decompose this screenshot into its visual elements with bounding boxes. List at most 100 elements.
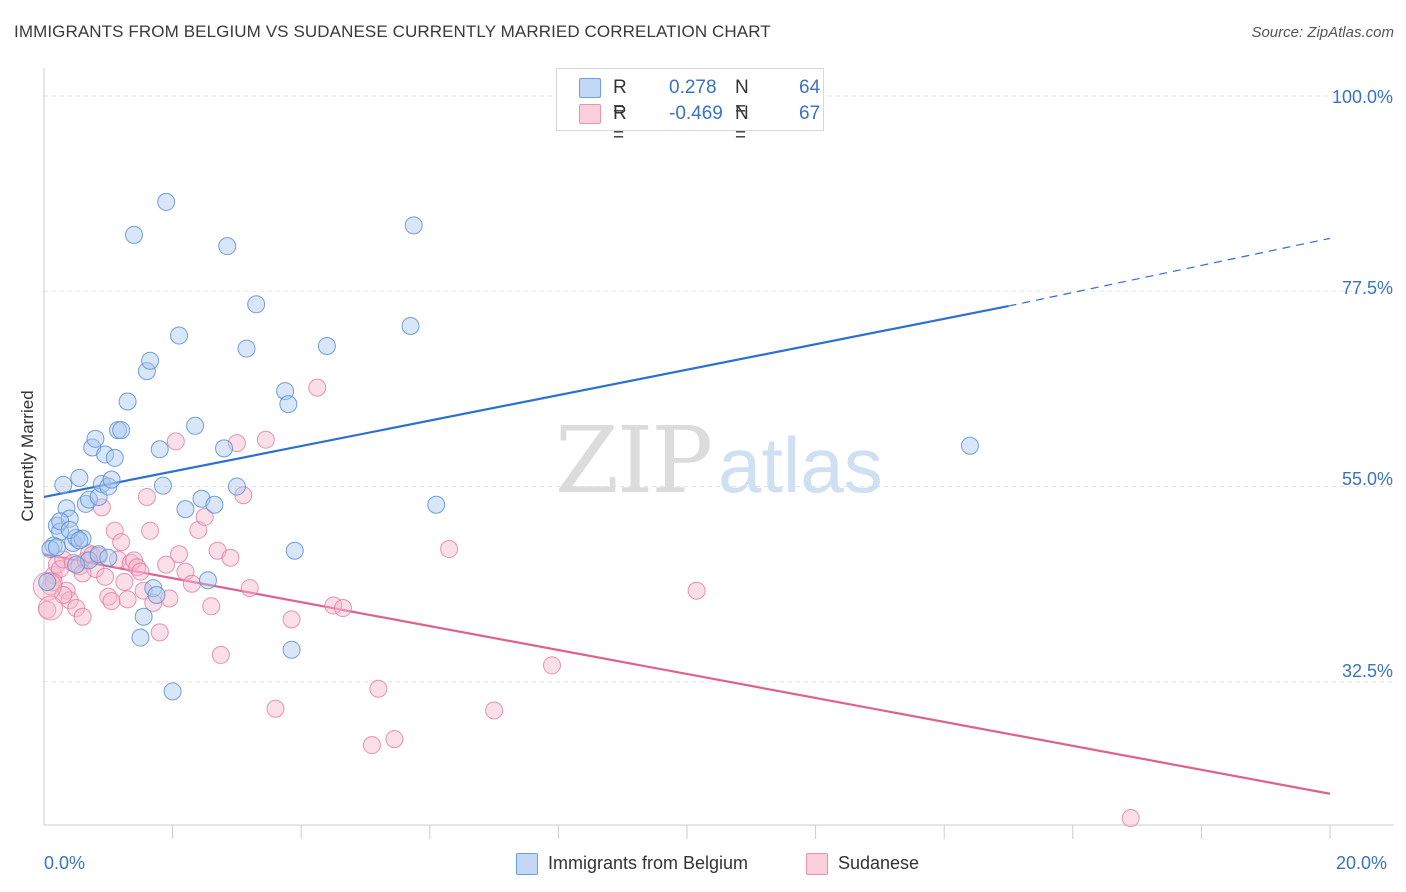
sudanese-point [256, 430, 275, 449]
bottom-legend-swatch-belgium [516, 853, 538, 875]
belgium-point [198, 571, 217, 590]
belgium-point [147, 586, 166, 605]
belgium-point [153, 476, 172, 495]
legend-r-value: 0.278 [669, 77, 717, 98]
sudanese-point [118, 590, 137, 609]
axes [43, 68, 1394, 839]
belgium-point [401, 317, 420, 336]
belgium-point [131, 628, 150, 647]
sudanese-point [369, 679, 388, 698]
belgium-point [86, 429, 105, 448]
belgium-point [137, 362, 156, 381]
x-tick-label: 20.0% [1336, 853, 1388, 873]
y-tick-label: 77.5% [1341, 278, 1393, 298]
belgium-point [125, 225, 144, 244]
source-label: Source: ZipAtlas.com [1251, 24, 1394, 41]
belgium-point [163, 682, 182, 701]
sudanese-point [485, 701, 504, 720]
legend-swatch-sudanese [579, 104, 601, 124]
legend-r-label: R = [613, 77, 627, 120]
belgium-point [170, 326, 189, 345]
belgium-point [38, 573, 57, 592]
y-tick-label: 55.0% [1341, 469, 1393, 489]
legend-n-value: 67 [799, 103, 821, 124]
sudanese-point [73, 607, 92, 626]
bottom-legend-swatch-sudanese [806, 853, 828, 875]
legend-n-label: N = [735, 103, 749, 146]
sudanese-cluster-point [37, 595, 63, 621]
x-tick-label: 0.0% [44, 853, 86, 873]
sudanese-point [211, 645, 230, 664]
sudanese-point [687, 581, 706, 600]
bottom-legend-sudanese: Sudanese [806, 852, 946, 876]
belgium-point [67, 555, 86, 574]
belgium-point [176, 500, 195, 519]
belgium-point [70, 531, 89, 550]
belgium-point [960, 436, 979, 455]
belgium-point [317, 336, 336, 355]
belgium-point [134, 607, 153, 626]
belgium-trend-extension [1008, 237, 1331, 307]
sudanese-point [282, 610, 301, 629]
sudanese-point [141, 521, 160, 540]
belgium-point [215, 439, 234, 458]
sudanese-point [131, 562, 150, 581]
belgium-point [102, 470, 121, 489]
sudanese-point [195, 507, 214, 526]
sudanese-point [96, 567, 115, 586]
legend: R = 0.278 N = 64 R = -0.469 N = 67 [556, 68, 824, 146]
sudanese-point [1121, 809, 1140, 828]
belgium-point [54, 475, 73, 494]
sudanese-points [32, 378, 1140, 828]
belgium-point [41, 540, 60, 559]
belgium-point [285, 541, 304, 560]
belgium-point [96, 445, 115, 464]
y-tick-label: 100.0% [1331, 87, 1393, 107]
belgium-point [70, 468, 89, 487]
bottom-legend-belgium: Immigrants from Belgium [516, 852, 786, 876]
belgium-point [237, 339, 256, 358]
belgium-point [282, 640, 301, 659]
sudanese-point [115, 573, 134, 592]
sudanese-point [182, 574, 201, 593]
legend-swatch-belgium [579, 78, 601, 98]
chart-title: IMMIGRANTS FROM BELGIUM VS SUDANESE CURR… [14, 22, 771, 41]
trend-lines [43, 237, 1331, 795]
belgium-point [247, 295, 266, 314]
bottom-legend-label: Sudanese [838, 853, 920, 873]
watermark-zip: ZIP [555, 407, 711, 514]
sudanese-trend-line [43, 553, 1331, 795]
belgium-points [38, 192, 979, 701]
sudanese-point [137, 487, 156, 506]
watermark: ZIP atlas [555, 407, 883, 514]
legend-r-value: -0.469 [669, 103, 723, 124]
sudanese-point [170, 545, 189, 564]
belgium-trend-line [43, 304, 1009, 499]
watermark-atlas: atlas [718, 421, 883, 509]
belgium-point [427, 495, 446, 514]
belgium-point [218, 237, 237, 256]
belgium-point [157, 192, 176, 211]
belgium-point [150, 440, 169, 459]
sudanese-point [266, 699, 285, 718]
sudanese-point [202, 597, 221, 616]
legend-n-value: 64 [799, 77, 821, 98]
legend-n-label: N = [735, 77, 749, 120]
belgium-point [227, 477, 246, 496]
belgium-point [118, 392, 137, 411]
legend-r-label: R = [613, 103, 627, 146]
belgium-point [47, 538, 66, 557]
belgium-point [73, 529, 92, 548]
sudanese-point [440, 540, 459, 559]
belgium-point [186, 416, 205, 435]
sudanese-point [189, 520, 208, 539]
belgium-point [205, 495, 224, 514]
sudanese-point [362, 736, 381, 755]
sudanese-point [542, 656, 561, 675]
sudanese-point [112, 533, 131, 552]
belgium-point [57, 499, 76, 518]
sudanese-cluster-point [32, 571, 62, 601]
belgium-point [89, 545, 108, 564]
sudanese-point [83, 546, 102, 565]
